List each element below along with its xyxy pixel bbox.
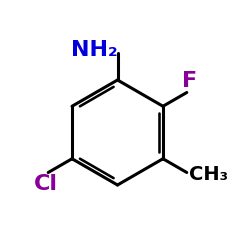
Text: F: F bbox=[182, 71, 197, 91]
Text: NH₂: NH₂ bbox=[71, 40, 118, 60]
Text: CH₃: CH₃ bbox=[190, 164, 228, 184]
Text: Cl: Cl bbox=[34, 174, 58, 194]
